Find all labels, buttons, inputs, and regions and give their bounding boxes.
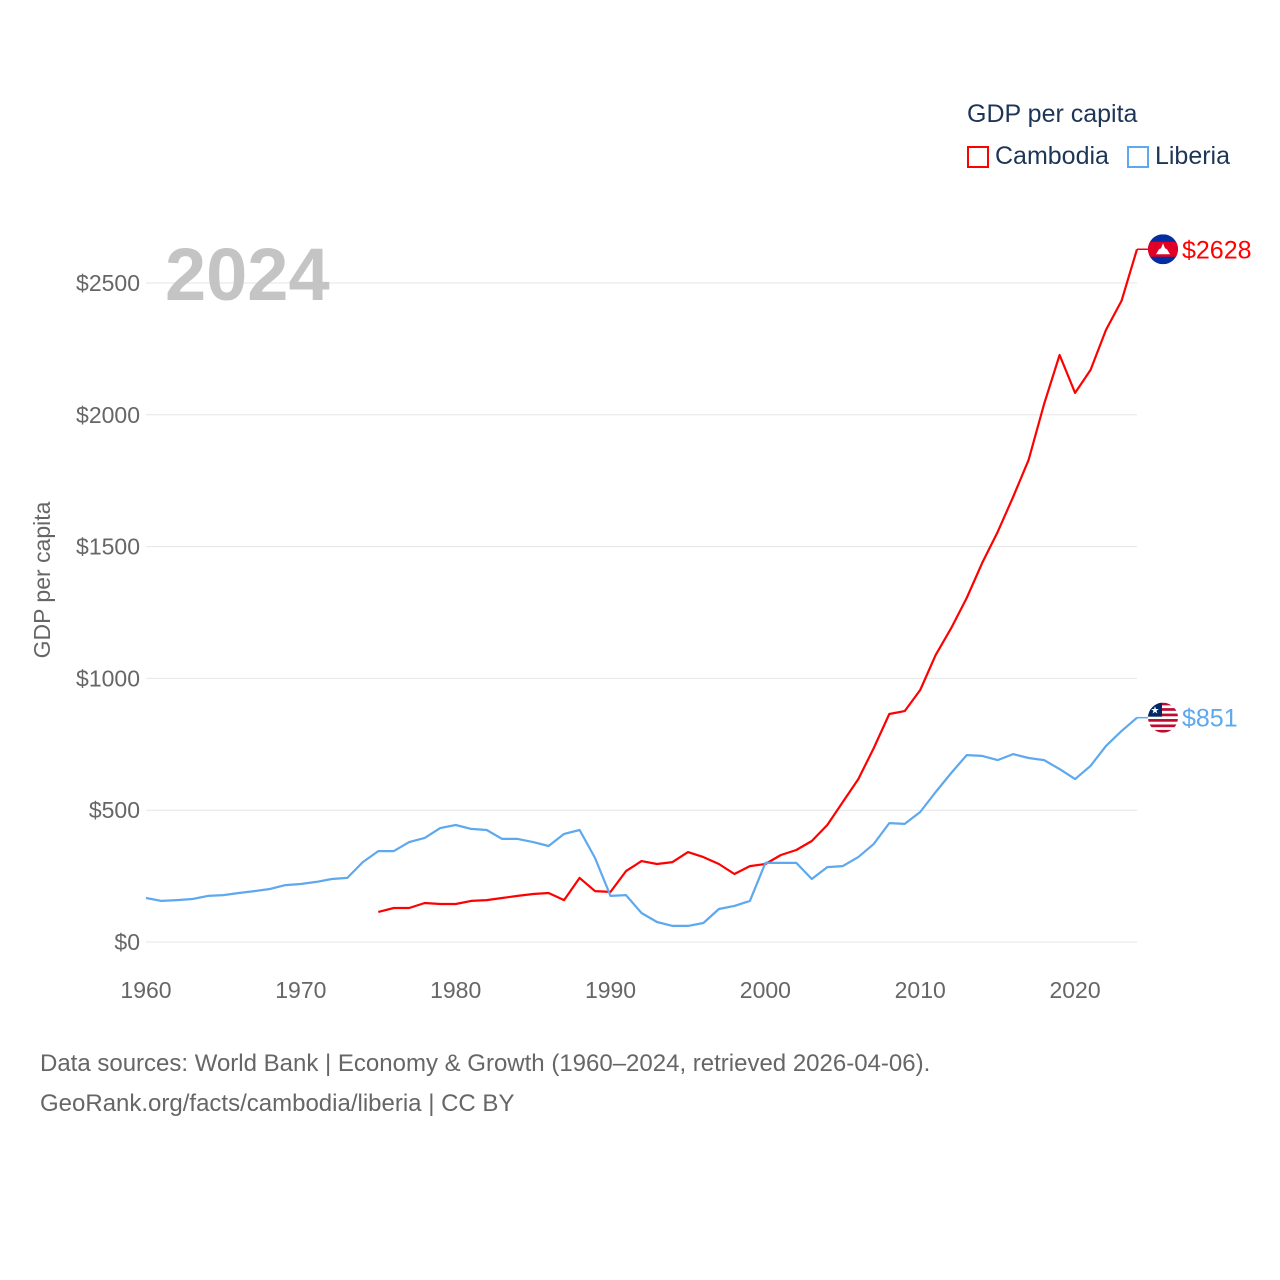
y-tick-label: $0 (114, 929, 140, 955)
legend: Cambodia Liberia (967, 142, 1230, 171)
footer: Data sources: World Bank | Economy & Gro… (40, 1044, 930, 1124)
series-line-liberia (145, 716, 1138, 928)
flag-stripe (1148, 702, 1178, 706)
x-tick-label: 2000 (740, 977, 791, 1003)
legend-item-cambodia[interactable]: Cambodia (967, 142, 1109, 171)
flag-stripe (1148, 713, 1178, 717)
end-value-label: $851 (1182, 705, 1238, 733)
year-watermark: 2024 (165, 233, 330, 316)
x-tick-label: 2020 (1049, 977, 1100, 1003)
flag-stripe (1148, 724, 1178, 728)
legend-label-cambodia: Cambodia (995, 142, 1109, 170)
series-line-cambodia (378, 248, 1139, 913)
x-tick-label: 1970 (275, 977, 326, 1003)
flag-body: ★ (1148, 702, 1178, 733)
y-axis-label: GDP per capita (29, 501, 55, 658)
legend-label-liberia: Liberia (1154, 142, 1231, 170)
data-sources: Data sources: World Bank | Economy & Gro… (40, 1050, 931, 1077)
x-tick-label: 1980 (430, 977, 481, 1003)
legend-swatch-cambodia (967, 145, 989, 168)
liberia-flag-icon: ★ (1148, 702, 1178, 733)
x-tick-label: 1990 (585, 977, 636, 1003)
x-tick-label: 2010 (895, 977, 946, 1003)
x-tick-label: 1960 (120, 977, 171, 1003)
y-tick-label: $500 (89, 797, 140, 823)
cambodia-flag-icon (1148, 234, 1178, 265)
flag-stripe (1148, 729, 1178, 733)
y-tick-label: $1500 (76, 534, 140, 560)
legend-item-liberia[interactable]: Liberia (1126, 142, 1231, 171)
end-value-label: $2628 (1182, 236, 1252, 264)
angkor-wat-icon (1156, 243, 1170, 255)
legend-swatch-liberia (1126, 145, 1149, 168)
y-tick-label: $2000 (76, 402, 140, 428)
y-tick-label: $2500 (76, 270, 140, 296)
legend-title: GDP per capita (967, 100, 1138, 128)
y-tick-label: $1000 (76, 665, 140, 691)
flag-stripe (1148, 719, 1178, 722)
star-icon: ★ (1151, 706, 1160, 717)
flag-body (1148, 234, 1178, 265)
source-link[interactable]: GeoRank.org/facts/cambodia/liberia | CC … (40, 1090, 515, 1117)
flag-stripe (1148, 708, 1178, 711)
